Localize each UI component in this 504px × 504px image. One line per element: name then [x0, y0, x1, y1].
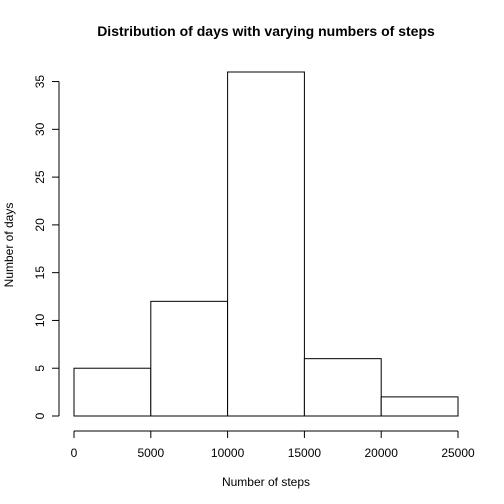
- y-tick-label-0: 0: [33, 412, 47, 419]
- bars-group: [73, 71, 459, 417]
- x-tick-label-3: 15000: [288, 446, 322, 460]
- y-tick-label-1: 5: [33, 365, 47, 372]
- histogram-bar-1: [150, 300, 229, 417]
- x-tick-label-5: 25000: [441, 446, 475, 460]
- x-tick-label-0: 0: [71, 446, 78, 460]
- y-tick-label-7: 35: [33, 75, 47, 89]
- y-axis: 0 5 10 15 20 25 30 35: [33, 75, 60, 419]
- chart-title: Distribution of days with varying number…: [97, 23, 435, 39]
- y-tick-label-4: 20: [33, 218, 47, 232]
- y-axis-label: Number of days: [2, 203, 16, 288]
- x-tick-label-1: 5000: [137, 446, 164, 460]
- histogram-bar-3: [303, 358, 382, 417]
- y-tick-label-6: 30: [33, 122, 47, 136]
- y-tick-label-3: 15: [33, 266, 47, 280]
- x-tick-label-2: 10000: [211, 446, 245, 460]
- histogram-bar-4: [380, 396, 459, 417]
- x-axis: 0 5000 10000 15000 20000 25000: [71, 430, 475, 460]
- x-tick-label-4: 20000: [365, 446, 399, 460]
- histogram-bar-2: [227, 71, 305, 417]
- y-tick-label-5: 25: [33, 170, 47, 184]
- histogram-bar-0: [73, 367, 152, 417]
- y-tick-label-2: 10: [33, 313, 47, 327]
- x-axis-label: Number of steps: [222, 475, 310, 489]
